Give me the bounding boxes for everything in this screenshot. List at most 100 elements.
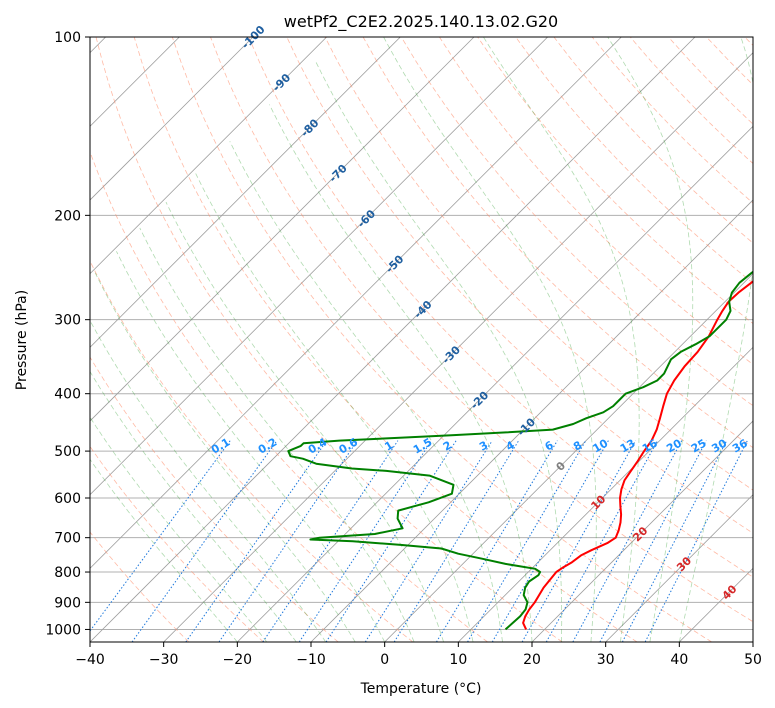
- isotherm-label: 40: [720, 582, 740, 602]
- mixing-ratio-line: [364, 440, 493, 642]
- dry-adiabat: [439, 37, 753, 365]
- mixing-ratio-label: 0.4: [306, 435, 330, 456]
- mixing-ratio-line: [131, 440, 278, 642]
- dry-adiabat: [362, 37, 753, 449]
- mixing-ratio-line: [621, 440, 728, 642]
- mixing-ratio-label: 0.1: [209, 436, 232, 457]
- moist-adiabat: [90, 458, 238, 642]
- x-tick-label: 50: [744, 652, 762, 668]
- moist-adiabat: [483, 37, 640, 642]
- x-tick-label: −10: [296, 652, 326, 668]
- temperature-profile: [522, 280, 753, 630]
- y-tick-label: 200: [54, 208, 81, 224]
- moist-adiabat: [94, 272, 356, 642]
- y-tick-label: 300: [54, 313, 81, 329]
- mixing-ratio-line: [185, 440, 328, 642]
- x-tick-label: 0: [380, 652, 389, 668]
- isotherm-line: [90, 37, 622, 569]
- mixing-ratio-label: 0.6: [337, 435, 361, 456]
- mixing-ratio-line: [435, 440, 558, 642]
- plot-frame: [89, 36, 754, 643]
- y-tick-label: 600: [54, 491, 81, 507]
- dry-adiabat: [210, 37, 753, 623]
- mixing-ratio-line: [572, 440, 683, 642]
- moist-adiabat: [678, 37, 753, 642]
- moist-adiabat: [116, 251, 386, 642]
- dry-adiabat: [668, 37, 753, 125]
- isotherm-line: [163, 52, 753, 642]
- isotherm-line: [90, 37, 401, 348]
- mixing-ratio-label: 10: [591, 436, 611, 455]
- mixing-ratio-line: [325, 440, 457, 642]
- dry-adiabat: [133, 37, 638, 642]
- isotherm-label: -10: [515, 415, 538, 438]
- moist-adiabat: [90, 370, 297, 642]
- dry-adiabat: [706, 37, 753, 86]
- isotherm-line: [90, 37, 548, 496]
- y-tick-label: 100: [54, 30, 81, 46]
- moist-adiabat: [195, 173, 474, 642]
- y-tick-label: 400: [54, 387, 81, 403]
- dry-adiabat: [90, 150, 488, 642]
- mixing-ratio-line: [393, 440, 520, 642]
- y-tick-label: 500: [54, 444, 81, 460]
- isotherm-label: -70: [327, 162, 350, 185]
- mixing-ratio-label: 1.5: [411, 436, 434, 457]
- isotherm-label: -30: [440, 343, 463, 366]
- dry-adiabat: [171, 37, 712, 642]
- mixing-ratio-line: [218, 440, 358, 642]
- dry-adiabat: [90, 531, 190, 642]
- dry-adiabat: [400, 37, 753, 407]
- isotherm-label: -50: [383, 252, 406, 275]
- isotherm-line: [90, 37, 327, 275]
- isotherm-line: [605, 494, 753, 642]
- moist-adiabat: [315, 61, 563, 642]
- isotherm-label: 0: [554, 459, 569, 474]
- isotherm-line: [384, 273, 753, 642]
- y-tick-label: 800: [54, 565, 81, 581]
- mixing-ratio-label: 36: [730, 436, 750, 455]
- mixing-ratio-label: 30: [709, 436, 729, 455]
- dry-adiabat: [90, 445, 264, 642]
- y-tick-label: 900: [54, 595, 81, 611]
- x-axis-ticks: −40 −30 −20 −10 0 10 20 30 40 50: [75, 642, 762, 668]
- y-axis-ticks: 1000 900 800 700 600 500 400 300 200 100: [45, 30, 90, 638]
- y-tick-label: 700: [54, 531, 81, 547]
- x-tick-label: −40: [75, 652, 105, 668]
- dewpoint-profile: [287, 270, 753, 631]
- chart-title: wetPf2_C2E2.2025.140.13.02.G20: [284, 12, 558, 32]
- x-tick-label: −20: [223, 652, 253, 668]
- isotherm-line: [752, 641, 753, 642]
- mixing-ratio-label: 13: [618, 437, 638, 456]
- isotherm-label: -20: [468, 389, 491, 412]
- isotherm-line: [458, 346, 753, 642]
- mixing-ratio-line: [467, 440, 587, 642]
- x-tick-label: 20: [523, 652, 541, 668]
- isotherm-label: 10: [588, 492, 608, 512]
- moist-adiabat: [383, 37, 597, 642]
- moist-adiabat: [139, 227, 415, 642]
- moist-adiabat: [229, 141, 503, 642]
- dry-adiabat: [515, 37, 753, 284]
- x-tick-label: 30: [597, 652, 615, 668]
- profiles: [287, 270, 753, 631]
- isotherm-label: -60: [355, 207, 378, 230]
- isotherm-label: -80: [298, 116, 321, 139]
- x-tick-label: 10: [449, 652, 467, 668]
- y-tick-label: 1000: [45, 622, 81, 638]
- moist-adiabat: [607, 37, 694, 642]
- isotherm-line: [90, 37, 696, 642]
- isotherm-line: [90, 37, 475, 422]
- mixing-ratio-line: [599, 440, 707, 642]
- moist-adiabat: [90, 319, 327, 642]
- isotherm-line: [679, 567, 753, 642]
- dry-adiabat: [324, 37, 753, 491]
- x-tick-label: 40: [670, 652, 688, 668]
- x-axis-label: Temperature (°C): [360, 681, 482, 697]
- dry-adiabat: [744, 37, 753, 46]
- mixing-ratio-line: [491, 440, 609, 642]
- isotherm-line: [531, 420, 753, 642]
- y-axis-label: Pressure (hPa): [14, 290, 30, 390]
- isotherm-line: [90, 37, 254, 201]
